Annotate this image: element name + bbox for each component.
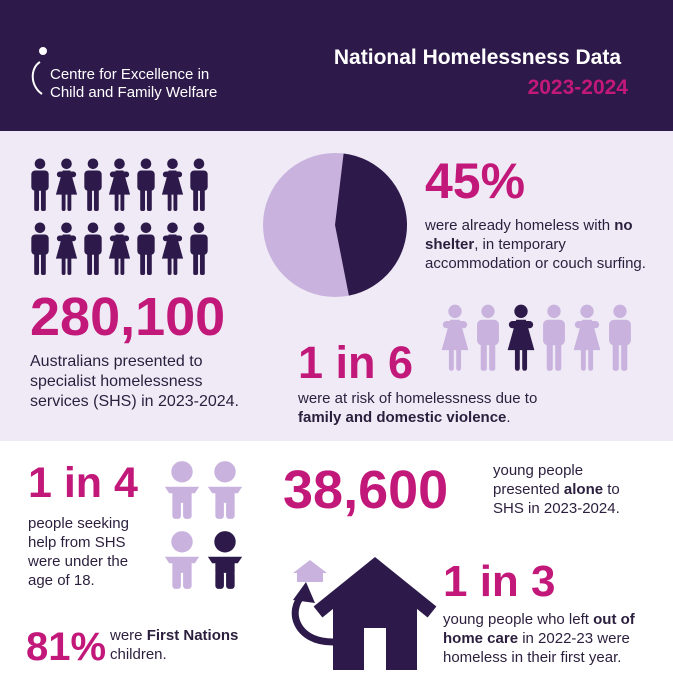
stat-figure: 280,100 — [30, 287, 226, 347]
stat-figure: 1 in 3 — [443, 557, 556, 606]
stat-description: were already homeless with no shelter, i… — [425, 216, 665, 273]
text-segment: First Nations — [146, 627, 239, 644]
text-segment: Australians presented to specialist home… — [30, 353, 239, 410]
stat-figure: 38,600 — [283, 460, 449, 520]
child-icon — [164, 461, 200, 519]
text-segment: family and domestic violence — [298, 409, 507, 426]
text-segment: were — [110, 627, 147, 644]
text-segment: in 2022-23 were homeless in their first … — [443, 630, 630, 666]
house-icon — [291, 557, 437, 670]
header-band — [0, 0, 673, 131]
stat-figure: 81% — [26, 625, 107, 669]
logo-icon — [31, 47, 47, 95]
text-segment: , in temporary accommodation or couch su… — [425, 236, 646, 272]
child-icon — [207, 461, 243, 519]
text-segment: . — [506, 409, 511, 426]
text-segment: people seeking help from SHS were under … — [28, 515, 129, 589]
text-segment: no shelter — [425, 217, 633, 253]
stat-description: were First Nations children. — [110, 626, 260, 664]
text-segment: were at risk of homelessness due to — [298, 390, 538, 407]
children-group — [164, 461, 243, 589]
text-segment: out of home care — [443, 611, 635, 647]
logo-line: Centre for Excellence in — [50, 66, 210, 83]
title: National Homelessness Data — [333, 46, 621, 69]
text-segment: children. — [110, 646, 167, 663]
pie-slice — [335, 153, 407, 296]
text-segment: to SHS in 2023-2024. — [493, 481, 620, 517]
stat-figure: 45% — [425, 153, 526, 209]
text-segment: young people presented — [493, 462, 584, 498]
stat-description: were at risk of homelessness due to fami… — [298, 389, 548, 427]
text-segment: alone — [563, 481, 604, 498]
stat-figure: 1 in 4 — [28, 459, 138, 507]
text-segment: were already homeless with — [425, 217, 615, 234]
stat-description: young people presented alone to SHS in 2… — [493, 461, 643, 518]
child-icon — [207, 531, 243, 589]
logo-line: Child and Family Welfare — [50, 84, 218, 101]
stat-figure: 1 in 6 — [298, 337, 414, 388]
child-icon — [164, 531, 200, 589]
stat-description: people seeking help from SHS were under … — [28, 514, 146, 590]
subtitle: 2023-2024 — [527, 76, 628, 99]
text-segment: young people who left — [443, 611, 594, 628]
stat-description: Australians presented to specialist home… — [30, 352, 255, 412]
stat-description: young people who left out of home care i… — [443, 610, 663, 667]
